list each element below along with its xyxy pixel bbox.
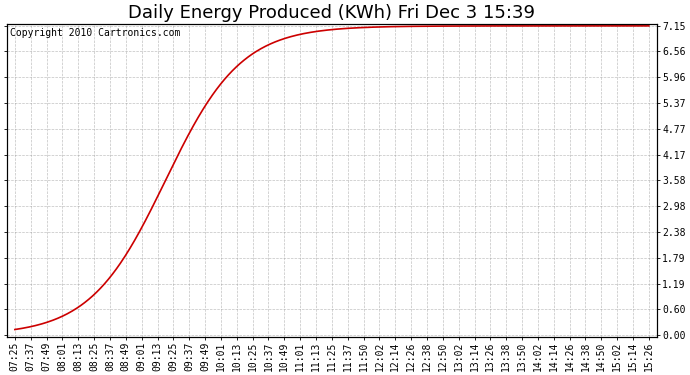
Text: Copyright 2010 Cartronics.com: Copyright 2010 Cartronics.com — [10, 28, 181, 38]
Title: Daily Energy Produced (KWh) Fri Dec 3 15:39: Daily Energy Produced (KWh) Fri Dec 3 15… — [128, 4, 535, 22]
